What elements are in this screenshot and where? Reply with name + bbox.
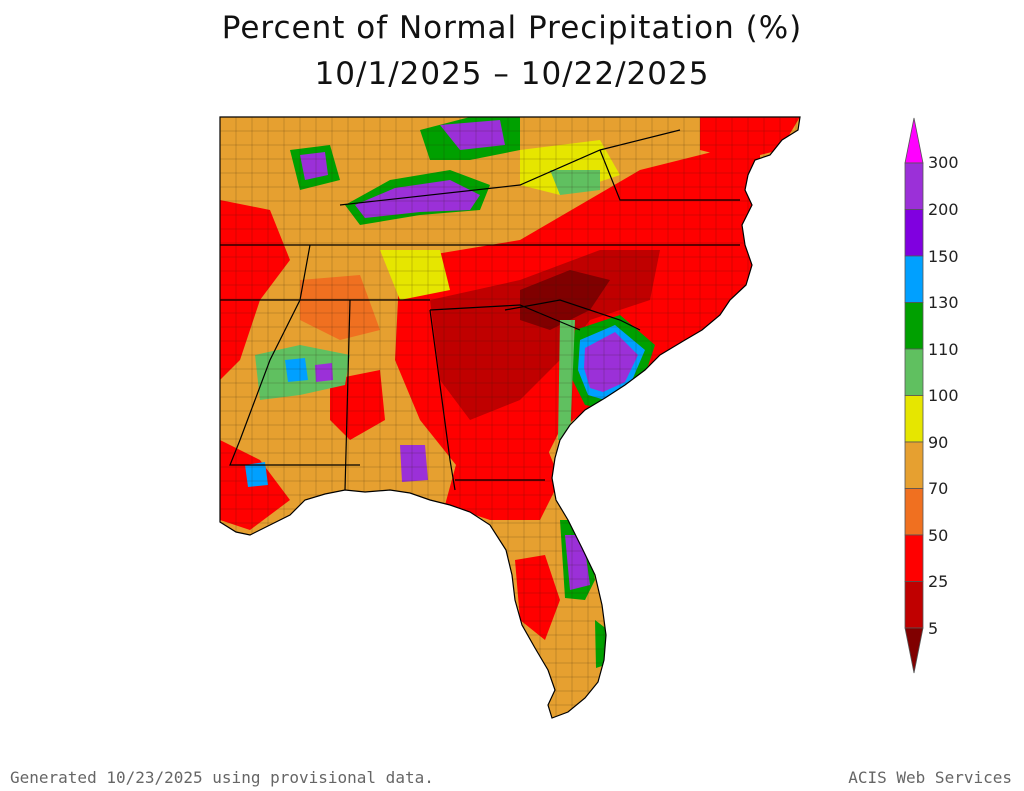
- legend-label-25: 25: [928, 572, 949, 591]
- legend-swatch: [904, 534, 924, 582]
- legend-swatch: [904, 348, 924, 396]
- legend-label-70: 70: [928, 479, 949, 498]
- generated-note: Generated 10/23/2025 using provisional d…: [10, 768, 434, 787]
- legend-label-5: 5: [928, 619, 939, 638]
- legend-label-130: 130: [928, 293, 959, 312]
- legend-label-90: 90: [928, 433, 949, 452]
- legend-arrow-bottom: [904, 627, 924, 674]
- legend-label-110: 110: [928, 340, 959, 359]
- legend-colorbar: [904, 117, 924, 674]
- legend-swatch: [904, 302, 924, 350]
- legend-swatch: [904, 162, 924, 210]
- legend-label-200: 200: [928, 200, 959, 219]
- precip-fill: [220, 117, 800, 718]
- legend-label-100: 100: [928, 386, 959, 405]
- map-title: Percent of Normal Precipitation (%): [221, 10, 803, 46]
- legend-swatch: [904, 441, 924, 489]
- credit-text: ACIS Web Services: [848, 768, 1012, 787]
- legend-swatch: [904, 209, 924, 257]
- legend-arrow-top: [904, 117, 924, 164]
- legend-swatch: [904, 395, 924, 443]
- legend-swatch: [904, 255, 924, 303]
- legend-label-300: 300: [928, 153, 959, 172]
- legend-label-150: 150: [928, 247, 959, 266]
- legend-label-50: 50: [928, 526, 949, 545]
- date-range: 10/1/2025 – 10/22/2025: [314, 56, 710, 92]
- legend-swatch: [904, 488, 924, 536]
- legend-swatch: [904, 581, 924, 629]
- state-boundaries: [219, 116, 801, 719]
